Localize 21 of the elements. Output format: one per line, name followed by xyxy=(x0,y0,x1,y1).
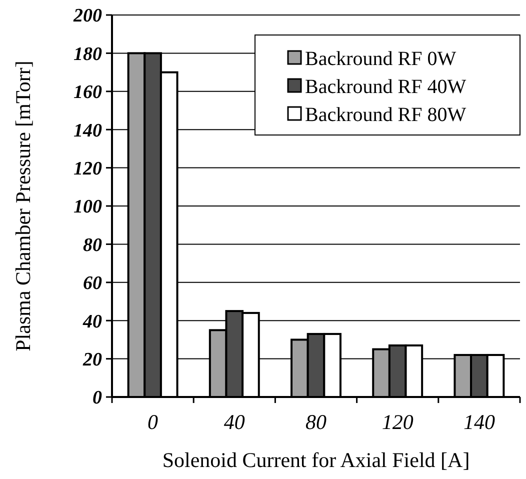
x-tick-label: 40 xyxy=(224,410,246,434)
y-tick-label: 100 xyxy=(74,196,102,218)
y-tick-label: 120 xyxy=(74,158,102,180)
x-tick-label: 140 xyxy=(463,410,496,434)
legend-label: Backround RF 40W xyxy=(305,76,466,98)
y-axis-title: Plasma Chamber Pressure [mTorr] xyxy=(11,60,35,352)
x-axis-title: Solenoid Current for Axial Field [A] xyxy=(162,448,470,472)
x-tick-label: 0 xyxy=(148,410,159,434)
y-tick-label: 180 xyxy=(74,44,102,65)
y-tick-label: 0 xyxy=(92,388,102,409)
y-tick-label: 200 xyxy=(72,6,102,27)
y-tick-label: 80 xyxy=(83,234,102,256)
y-tick-label: 160 xyxy=(74,82,102,104)
y-tick-label: 20 xyxy=(82,349,102,370)
y-tick-label: 140 xyxy=(74,120,102,142)
y-tick-label: 60 xyxy=(83,273,102,294)
legend-label: Backround RF 0W xyxy=(305,48,456,70)
x-tick-label: 80 xyxy=(306,410,327,434)
x-tick-label: 120 xyxy=(382,410,414,434)
legend-label: Backround RF 80W xyxy=(305,104,466,126)
y-tick-label: 40 xyxy=(82,311,102,332)
